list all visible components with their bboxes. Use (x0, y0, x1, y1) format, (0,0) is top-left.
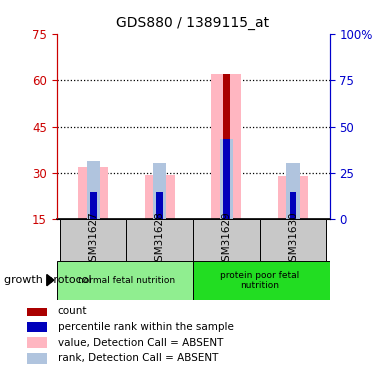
Bar (153, 164, 167, 219)
Bar (220, 139, 233, 219)
Text: GSM31630: GSM31630 (288, 211, 298, 268)
Bar (223, 74, 230, 219)
Bar (57, 261, 193, 300)
Text: percentile rank within the sample: percentile rank within the sample (58, 322, 234, 332)
Text: count: count (58, 306, 87, 316)
Bar (223, 139, 230, 219)
Bar (78, 167, 108, 219)
Text: growth protocol: growth protocol (4, 275, 92, 285)
Bar (211, 74, 241, 219)
Bar (156, 192, 163, 219)
Bar (278, 176, 308, 219)
Bar (286, 163, 300, 219)
Bar (27, 306, 47, 316)
Title: GDS880 / 1389115_at: GDS880 / 1389115_at (117, 16, 269, 30)
Bar (260, 219, 326, 261)
Bar (193, 219, 260, 261)
Text: rank, Detection Call = ABSENT: rank, Detection Call = ABSENT (58, 354, 218, 363)
Bar (193, 261, 330, 300)
Bar (90, 192, 96, 219)
Bar (60, 219, 126, 261)
Bar (145, 174, 175, 219)
Text: protein poor fetal
nutrition: protein poor fetal nutrition (220, 271, 299, 290)
Text: GSM31627: GSM31627 (88, 211, 98, 268)
Text: value, Detection Call = ABSENT: value, Detection Call = ABSENT (58, 338, 223, 348)
Bar (27, 353, 47, 364)
Bar (27, 338, 47, 348)
Bar (27, 321, 47, 332)
Text: GSM31629: GSM31629 (222, 211, 231, 268)
Text: GSM31628: GSM31628 (155, 211, 165, 268)
Bar (126, 219, 193, 261)
Text: normal fetal nutrition: normal fetal nutrition (78, 276, 175, 285)
Bar (290, 192, 296, 219)
Bar (87, 161, 100, 219)
